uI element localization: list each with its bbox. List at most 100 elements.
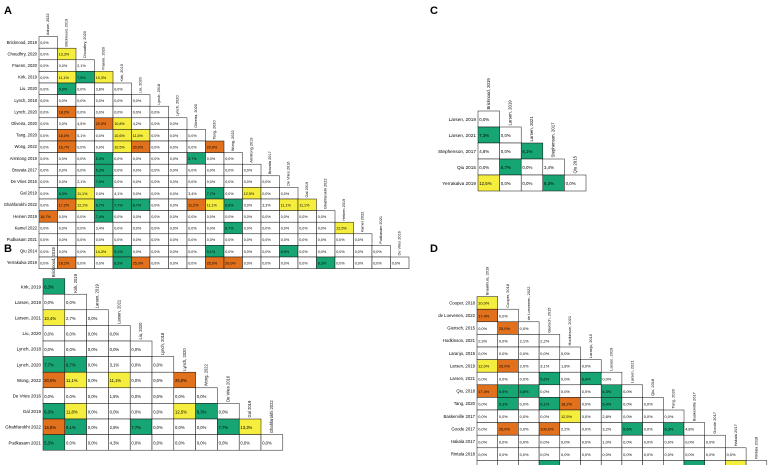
column-label: Kirk, 2019 (73, 273, 78, 292)
cell-value: 0,0% (66, 441, 76, 446)
cell-value: 0,0% (299, 215, 308, 219)
row-label: Gal 2019 (23, 409, 42, 414)
cell-value: 0,0% (318, 238, 327, 242)
row-label: Qiu 2015 (457, 165, 476, 170)
cell-value: 2,8% (602, 414, 611, 419)
row-label: Armitong 2019 (10, 156, 38, 161)
cell-value: 10,0% (478, 301, 490, 306)
cell-value: 0,0% (170, 261, 179, 265)
cell-value: 9,1% (66, 425, 76, 430)
cell-value: 0,0% (522, 181, 532, 186)
row-label: Gierisch, 2015 (447, 326, 475, 331)
cell-value: 0,0% (170, 250, 179, 254)
row-label: Laranjo, 2015 (449, 351, 476, 356)
cell-value: 9,1% (207, 250, 216, 254)
row-label: Rintala 2018 (451, 452, 476, 457)
cell-value: 0,0% (499, 414, 508, 419)
cell-value: 6,7% (501, 165, 511, 170)
cell-value: 0,0% (520, 427, 529, 432)
cell-value: 0,0% (299, 261, 308, 265)
cell-value: 0,0% (40, 238, 49, 242)
cell-value: 5,6% (623, 427, 632, 432)
row-label: Lynch, 2020 (17, 362, 42, 367)
cell-value: 0,0% (131, 363, 141, 368)
cell-value: 0,0% (501, 133, 511, 138)
cell-value: 18,2% (59, 111, 70, 115)
cell-value: 0,0% (355, 261, 364, 265)
cell-value: 0,0% (262, 250, 271, 254)
cell-value: 0,0% (131, 409, 141, 414)
cell-box (600, 460, 623, 465)
column-label: Hodkinson, 2021 (567, 316, 572, 346)
cell-value: 0,0% (59, 64, 68, 68)
cell-value: 0,0% (623, 452, 632, 457)
cell-value: 1,8% (561, 364, 570, 369)
cell-value: 5,6% (540, 376, 549, 381)
cell-value: 0,0% (188, 134, 197, 138)
cell-value: 0,0% (479, 117, 489, 122)
cell-value: 0,0% (244, 250, 253, 254)
cell-value: 6,3% (602, 389, 611, 394)
cell-value: 16,7% (59, 145, 70, 149)
cell-box (580, 460, 602, 465)
cell-value: 0,0% (644, 401, 653, 406)
cell-value: 0,0% (644, 427, 653, 432)
row-label: Larsen, 2019 (449, 117, 477, 122)
cell-value: 0,0% (582, 364, 591, 369)
cell-value: 7,5% (77, 76, 86, 80)
cell-value: 0,0% (133, 250, 142, 254)
cell-value: 0,0% (170, 134, 179, 138)
panel-b: B Kirk, 2019 Larsen, 2019 Larsen, 2021 Liu, … (4, 243, 284, 451)
cell-value: 0,0% (44, 331, 54, 336)
cell-value: 0,0% (133, 215, 142, 219)
cell-value: 0,0% (392, 261, 401, 265)
cell-value: 11,2% (188, 203, 199, 207)
cell-value: 0,0% (540, 351, 549, 356)
cell-value: 0,0% (478, 414, 487, 419)
cell-value: 0,0% (522, 165, 532, 170)
cell-value: 0,0% (151, 192, 160, 196)
column-label: Goode 2017 (712, 412, 717, 434)
cell-value: 0,0% (207, 238, 216, 242)
column-label: Liu, 2020 (139, 77, 143, 93)
cell-value: 0,0% (582, 401, 591, 406)
cell-value: 17,4% (478, 389, 490, 394)
cell-value: 17,4% (478, 313, 490, 318)
cell-value: 11,1% (281, 203, 292, 207)
cell-value: 0,0% (133, 99, 142, 103)
cell-value: 0,0% (88, 394, 98, 399)
cell-value: 0,0% (59, 157, 68, 161)
cell-value: 0,0% (40, 122, 49, 126)
cell-value: 2,3% (478, 338, 487, 343)
row-label: Qiu 2014 (20, 249, 38, 254)
cell-box (621, 460, 643, 465)
cell-value: 25,0% (207, 261, 218, 265)
cell-value: 0,0% (131, 394, 141, 399)
cell-value: 0,0% (499, 452, 508, 457)
column-label: De Vries 2016 (225, 375, 230, 402)
cell-value: 0,0% (623, 439, 632, 444)
column-label: Kirk, 2019 (120, 64, 124, 81)
row-label: Kirk, 2019 (21, 284, 42, 289)
cell-value: 11,5% (133, 134, 144, 138)
column-label: Ghahfarokhi 2022 (269, 400, 274, 434)
cell-value: 0,0% (623, 401, 632, 406)
cell-value: 6,3% (544, 181, 554, 186)
cell-value: 0,0% (151, 122, 160, 126)
cell-value: 0,0% (151, 215, 160, 219)
cell-value: 7,7% (114, 203, 123, 207)
cell-value: 0,0% (336, 250, 345, 254)
row-label: Baskerville 2017 (443, 414, 475, 419)
cell-value: 0,0% (520, 376, 529, 381)
cell-value: 0,0% (153, 441, 163, 446)
column-label: Choudhry, 2020 (83, 31, 87, 58)
column-label: Liu, 2020 (138, 322, 143, 340)
cell-value: 0,0% (540, 439, 549, 444)
cell-value: 0,0% (96, 99, 105, 103)
cell-value: 0,0% (40, 134, 49, 138)
cell-value: 0,0% (170, 238, 179, 242)
cell-value: 0,0% (188, 215, 197, 219)
cell-value: 4,1% (114, 192, 123, 196)
cell-value: 0,0% (207, 169, 216, 173)
cell-value: 20,0% (207, 145, 218, 149)
